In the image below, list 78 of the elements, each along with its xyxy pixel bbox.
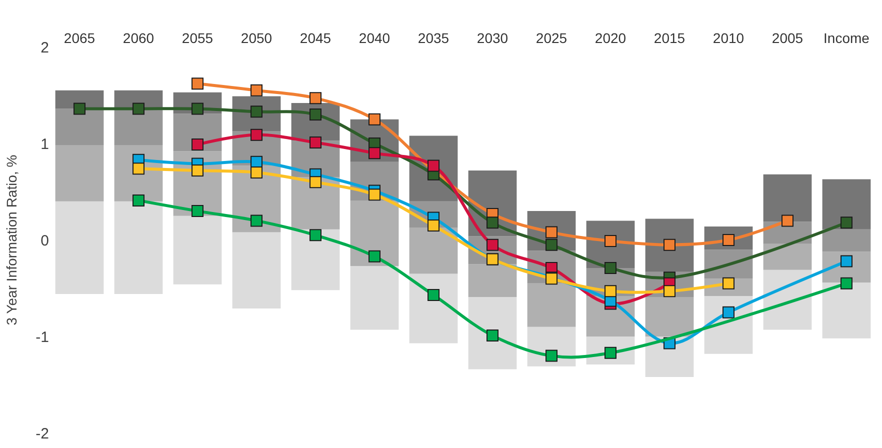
bar bbox=[114, 108, 163, 146]
point bbox=[428, 289, 440, 302]
point bbox=[310, 108, 322, 121]
point bbox=[192, 205, 204, 218]
point bbox=[782, 214, 794, 227]
x-tick-label: 2030 bbox=[476, 30, 508, 46]
x-tick-label: 2025 bbox=[536, 30, 568, 46]
y-tick-label: -1 bbox=[36, 328, 49, 346]
point bbox=[664, 238, 676, 251]
point bbox=[250, 214, 262, 227]
point bbox=[368, 113, 380, 126]
point bbox=[132, 194, 144, 206]
x-tick-label: 2020 bbox=[594, 30, 626, 46]
x-tick-label: 2045 bbox=[300, 30, 332, 46]
point bbox=[250, 84, 262, 96]
bar bbox=[763, 244, 812, 270]
bar bbox=[350, 200, 399, 266]
x-tick-label: 2010 bbox=[712, 30, 744, 46]
x-tick-label: 2055 bbox=[182, 30, 214, 46]
bar bbox=[468, 264, 517, 297]
point bbox=[310, 176, 322, 188]
point bbox=[664, 285, 676, 298]
y-tick-label: 2 bbox=[40, 39, 49, 56]
bar bbox=[527, 283, 576, 327]
point bbox=[604, 285, 616, 298]
y-tick-label: 1 bbox=[40, 136, 49, 153]
point bbox=[486, 330, 498, 342]
x-tick-label: 2035 bbox=[418, 30, 450, 46]
point bbox=[310, 136, 322, 149]
bar bbox=[645, 296, 694, 336]
x-tick-label: 2065 bbox=[64, 30, 96, 46]
bar bbox=[468, 296, 517, 370]
bar bbox=[55, 201, 104, 294]
bar bbox=[822, 229, 871, 252]
point bbox=[428, 220, 440, 232]
y-axis-title: 3 Year Information Ratio, % bbox=[3, 154, 20, 326]
point bbox=[546, 238, 558, 251]
y-tick-label: -2 bbox=[36, 425, 49, 442]
bar bbox=[55, 108, 104, 146]
point bbox=[192, 78, 204, 90]
point bbox=[132, 102, 144, 115]
bar bbox=[232, 232, 281, 309]
point bbox=[840, 277, 852, 290]
point bbox=[722, 306, 734, 318]
point bbox=[250, 166, 262, 178]
x-tick-label: 2060 bbox=[122, 30, 154, 46]
bar bbox=[822, 282, 871, 338]
x-tick-label: Income bbox=[824, 30, 870, 46]
x-tick-label: 2050 bbox=[240, 30, 272, 46]
point bbox=[74, 102, 86, 115]
point bbox=[310, 229, 322, 242]
point bbox=[192, 138, 204, 150]
point bbox=[192, 164, 204, 177]
point bbox=[310, 92, 322, 104]
point bbox=[368, 147, 380, 160]
bar bbox=[114, 201, 163, 294]
point bbox=[428, 160, 440, 172]
x-tick-label: 2040 bbox=[358, 30, 390, 46]
bar bbox=[291, 229, 340, 290]
y-tick-label: 0 bbox=[40, 232, 49, 250]
point bbox=[250, 128, 262, 141]
point bbox=[486, 216, 498, 229]
point bbox=[604, 262, 616, 274]
point bbox=[546, 350, 558, 362]
x-tick-label: 2015 bbox=[654, 30, 686, 46]
bar bbox=[409, 274, 458, 344]
bar bbox=[350, 266, 399, 330]
bar bbox=[173, 216, 222, 284]
point bbox=[368, 250, 380, 262]
point bbox=[132, 162, 144, 175]
point bbox=[840, 216, 852, 229]
bar bbox=[55, 145, 104, 202]
bar bbox=[822, 179, 871, 230]
point bbox=[368, 188, 380, 201]
point bbox=[722, 234, 734, 246]
bar bbox=[409, 227, 458, 274]
x-tick-label: 2005 bbox=[772, 30, 804, 46]
bar bbox=[763, 174, 812, 222]
